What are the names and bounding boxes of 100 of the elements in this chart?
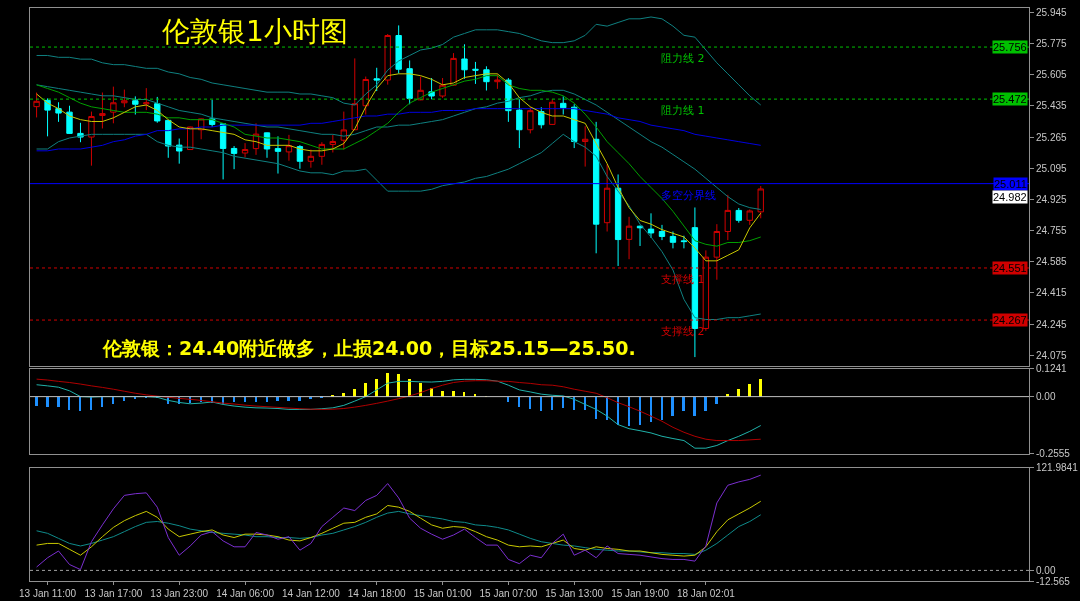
x-tick-label: 15 Jan 13:00: [545, 588, 604, 599]
candlestick: [66, 105, 73, 135]
candlestick: [230, 145, 238, 170]
y-tick-label: 24.755: [1036, 225, 1068, 237]
bar: [298, 396, 301, 401]
candlestick: [384, 33, 391, 86]
bar: [101, 396, 103, 407]
candlestick: [55, 101, 62, 123]
annotation: 25.756: [993, 41, 1027, 53]
bar: [35, 396, 38, 406]
ref-line-label: 多空分界线: [661, 189, 716, 202]
bar: [364, 382, 367, 397]
annotation: 25.472: [993, 93, 1027, 105]
y-tick-label: 25.775: [1036, 38, 1068, 50]
candlestick: [373, 67, 380, 92]
candlestick: [560, 95, 567, 116]
bar: [562, 396, 564, 408]
x-tick-label: 15 Jan 19:00: [611, 588, 670, 599]
bar: [661, 396, 663, 420]
candlestick: [296, 144, 304, 170]
y-tick-label: 0.00: [1036, 564, 1056, 576]
candlestick: [603, 163, 611, 232]
candlestick: [33, 92, 40, 118]
candlestick: [669, 230, 677, 249]
x-tick-label: 18 Jan 02:01: [676, 588, 736, 599]
y-tick-label: 121.9841: [1036, 462, 1079, 474]
ref-line-label: 阻力线 2: [661, 52, 705, 65]
y-tick-label: 25.435: [1036, 100, 1068, 112]
annotation: 25.011: [994, 178, 1027, 190]
bar: [671, 396, 674, 416]
candlestick: [757, 185, 764, 219]
bar: [759, 378, 762, 397]
candlestick: [680, 235, 688, 249]
bar: [266, 396, 268, 402]
chart-title: 伦敦银1小时图: [162, 15, 348, 48]
candlestick: [44, 97, 51, 137]
x-tick-label: 13 Jan 23:00: [150, 588, 209, 599]
bar: [276, 396, 279, 401]
candlestick: [461, 43, 468, 80]
bar: [748, 383, 751, 397]
annotation: 24.267: [993, 314, 1027, 326]
bar: [79, 396, 81, 411]
y-tick-label: 24.585: [1036, 256, 1068, 268]
candlestick: [527, 106, 534, 134]
candlestick: [395, 24, 402, 75]
bar: [682, 396, 685, 411]
candlestick: [307, 149, 315, 169]
bar: [68, 396, 70, 410]
y-tick-label: 0.1241: [1036, 363, 1068, 375]
candlestick: [538, 106, 545, 129]
bar: [255, 396, 257, 402]
x-tick-label: 14 Jan 12:00: [281, 588, 341, 599]
y-tick-label: 25.095: [1036, 162, 1068, 174]
candlestick: [219, 122, 227, 180]
candlestick: [658, 224, 666, 241]
candlestick: [132, 95, 139, 116]
bar: [715, 396, 718, 404]
candlestick: [625, 216, 633, 260]
candlestick: [406, 59, 413, 105]
y-tick-label: -0.2555: [1036, 448, 1071, 460]
bar: [287, 396, 290, 401]
line-series: [36, 16, 762, 106]
candlestick: [143, 87, 150, 111]
candlestick: [187, 126, 194, 151]
annotation: 伦敦银：24.40附近做多，止损24.00，目标25.15—25.50.: [102, 337, 636, 359]
x-tick-label: 13 Jan 11:00: [19, 588, 77, 599]
y-tick-label: 24.925: [1036, 193, 1068, 205]
candlestick: [581, 125, 589, 168]
candlestick: [450, 52, 457, 87]
candlestick: [647, 212, 655, 239]
line-series: [36, 510, 762, 555]
y-tick-label: 24.415: [1036, 287, 1068, 299]
candlestick: [285, 134, 293, 162]
line-series: [36, 500, 762, 557]
candlestick: [472, 61, 479, 85]
candlestick: [614, 173, 622, 267]
bar: [112, 396, 114, 404]
y-tick-label: 24.245: [1036, 318, 1068, 330]
bar: [650, 396, 652, 422]
line-series: [36, 84, 762, 210]
candlestick: [592, 121, 600, 254]
x-tick-label: 15 Jan 07:00: [479, 588, 538, 599]
bar: [507, 396, 509, 402]
candlestick: [735, 207, 742, 224]
bar: [704, 396, 707, 411]
bar: [518, 396, 520, 407]
y-tick-label: -12.565: [1036, 575, 1071, 587]
y-tick-label: 25.605: [1036, 69, 1068, 81]
candlestick: [329, 134, 337, 153]
bar: [123, 396, 125, 401]
candlestick: [274, 135, 282, 175]
bar: [233, 396, 235, 402]
candlestick: [99, 92, 106, 129]
candlestick: [121, 89, 128, 108]
bar: [540, 396, 542, 411]
candlestick: [724, 194, 732, 241]
bar: [134, 396, 136, 399]
bar: [639, 396, 641, 425]
bar: [529, 396, 531, 409]
bar: [90, 396, 92, 410]
